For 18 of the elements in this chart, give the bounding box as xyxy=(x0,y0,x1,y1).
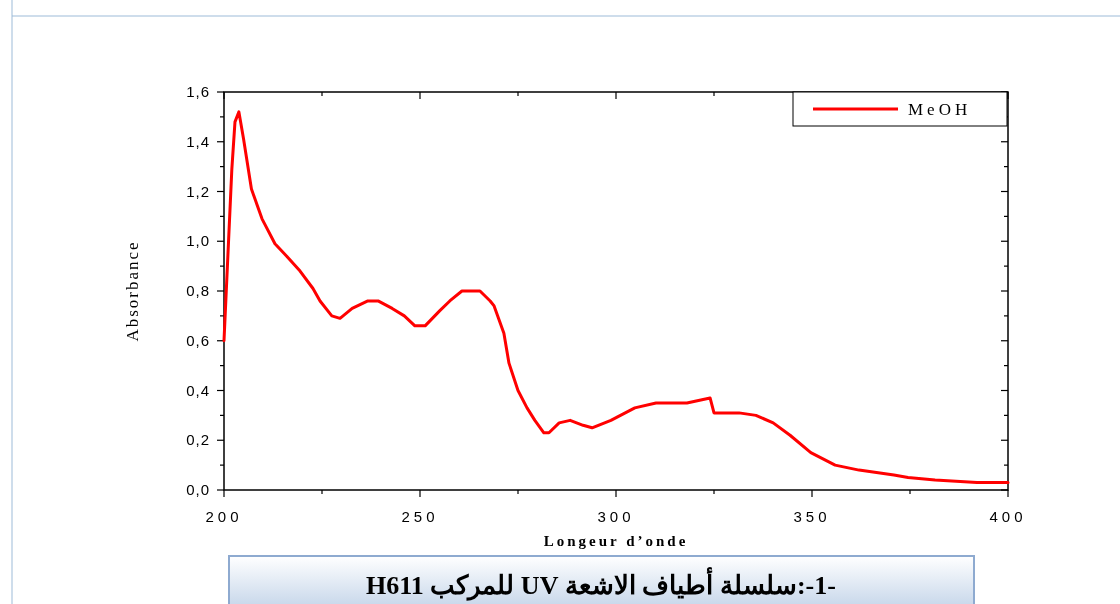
y-tick-label: 1,2 xyxy=(186,182,210,200)
y-tick-label: 1,0 xyxy=(186,232,210,250)
x-tick-label: 400 xyxy=(989,508,1027,525)
y-axis-title: Absorbance xyxy=(123,240,142,342)
x-tick-label: 350 xyxy=(793,508,831,525)
y-tick-label: 0,4 xyxy=(186,381,210,399)
text: -1-:سلسلة أطياف الاشعة UV للمركب H611 xyxy=(366,567,836,601)
x-tick-label: 300 xyxy=(597,508,635,525)
y-tick-label: 0,8 xyxy=(186,282,210,299)
y-tick-label: 1,4 xyxy=(186,132,210,150)
y-tick-label: 0,6 xyxy=(186,331,210,349)
x-tick-label: 200 xyxy=(205,508,243,525)
y-tick-label: 1,6 xyxy=(186,83,210,100)
y-tick-label: 0,2 xyxy=(186,431,210,449)
legend-label: MeOH xyxy=(908,100,972,119)
x-axis-title: Longeur d’onde xyxy=(543,533,689,549)
y-tick-label: 0,0 xyxy=(186,481,210,498)
x-tick-label: 250 xyxy=(401,508,439,525)
